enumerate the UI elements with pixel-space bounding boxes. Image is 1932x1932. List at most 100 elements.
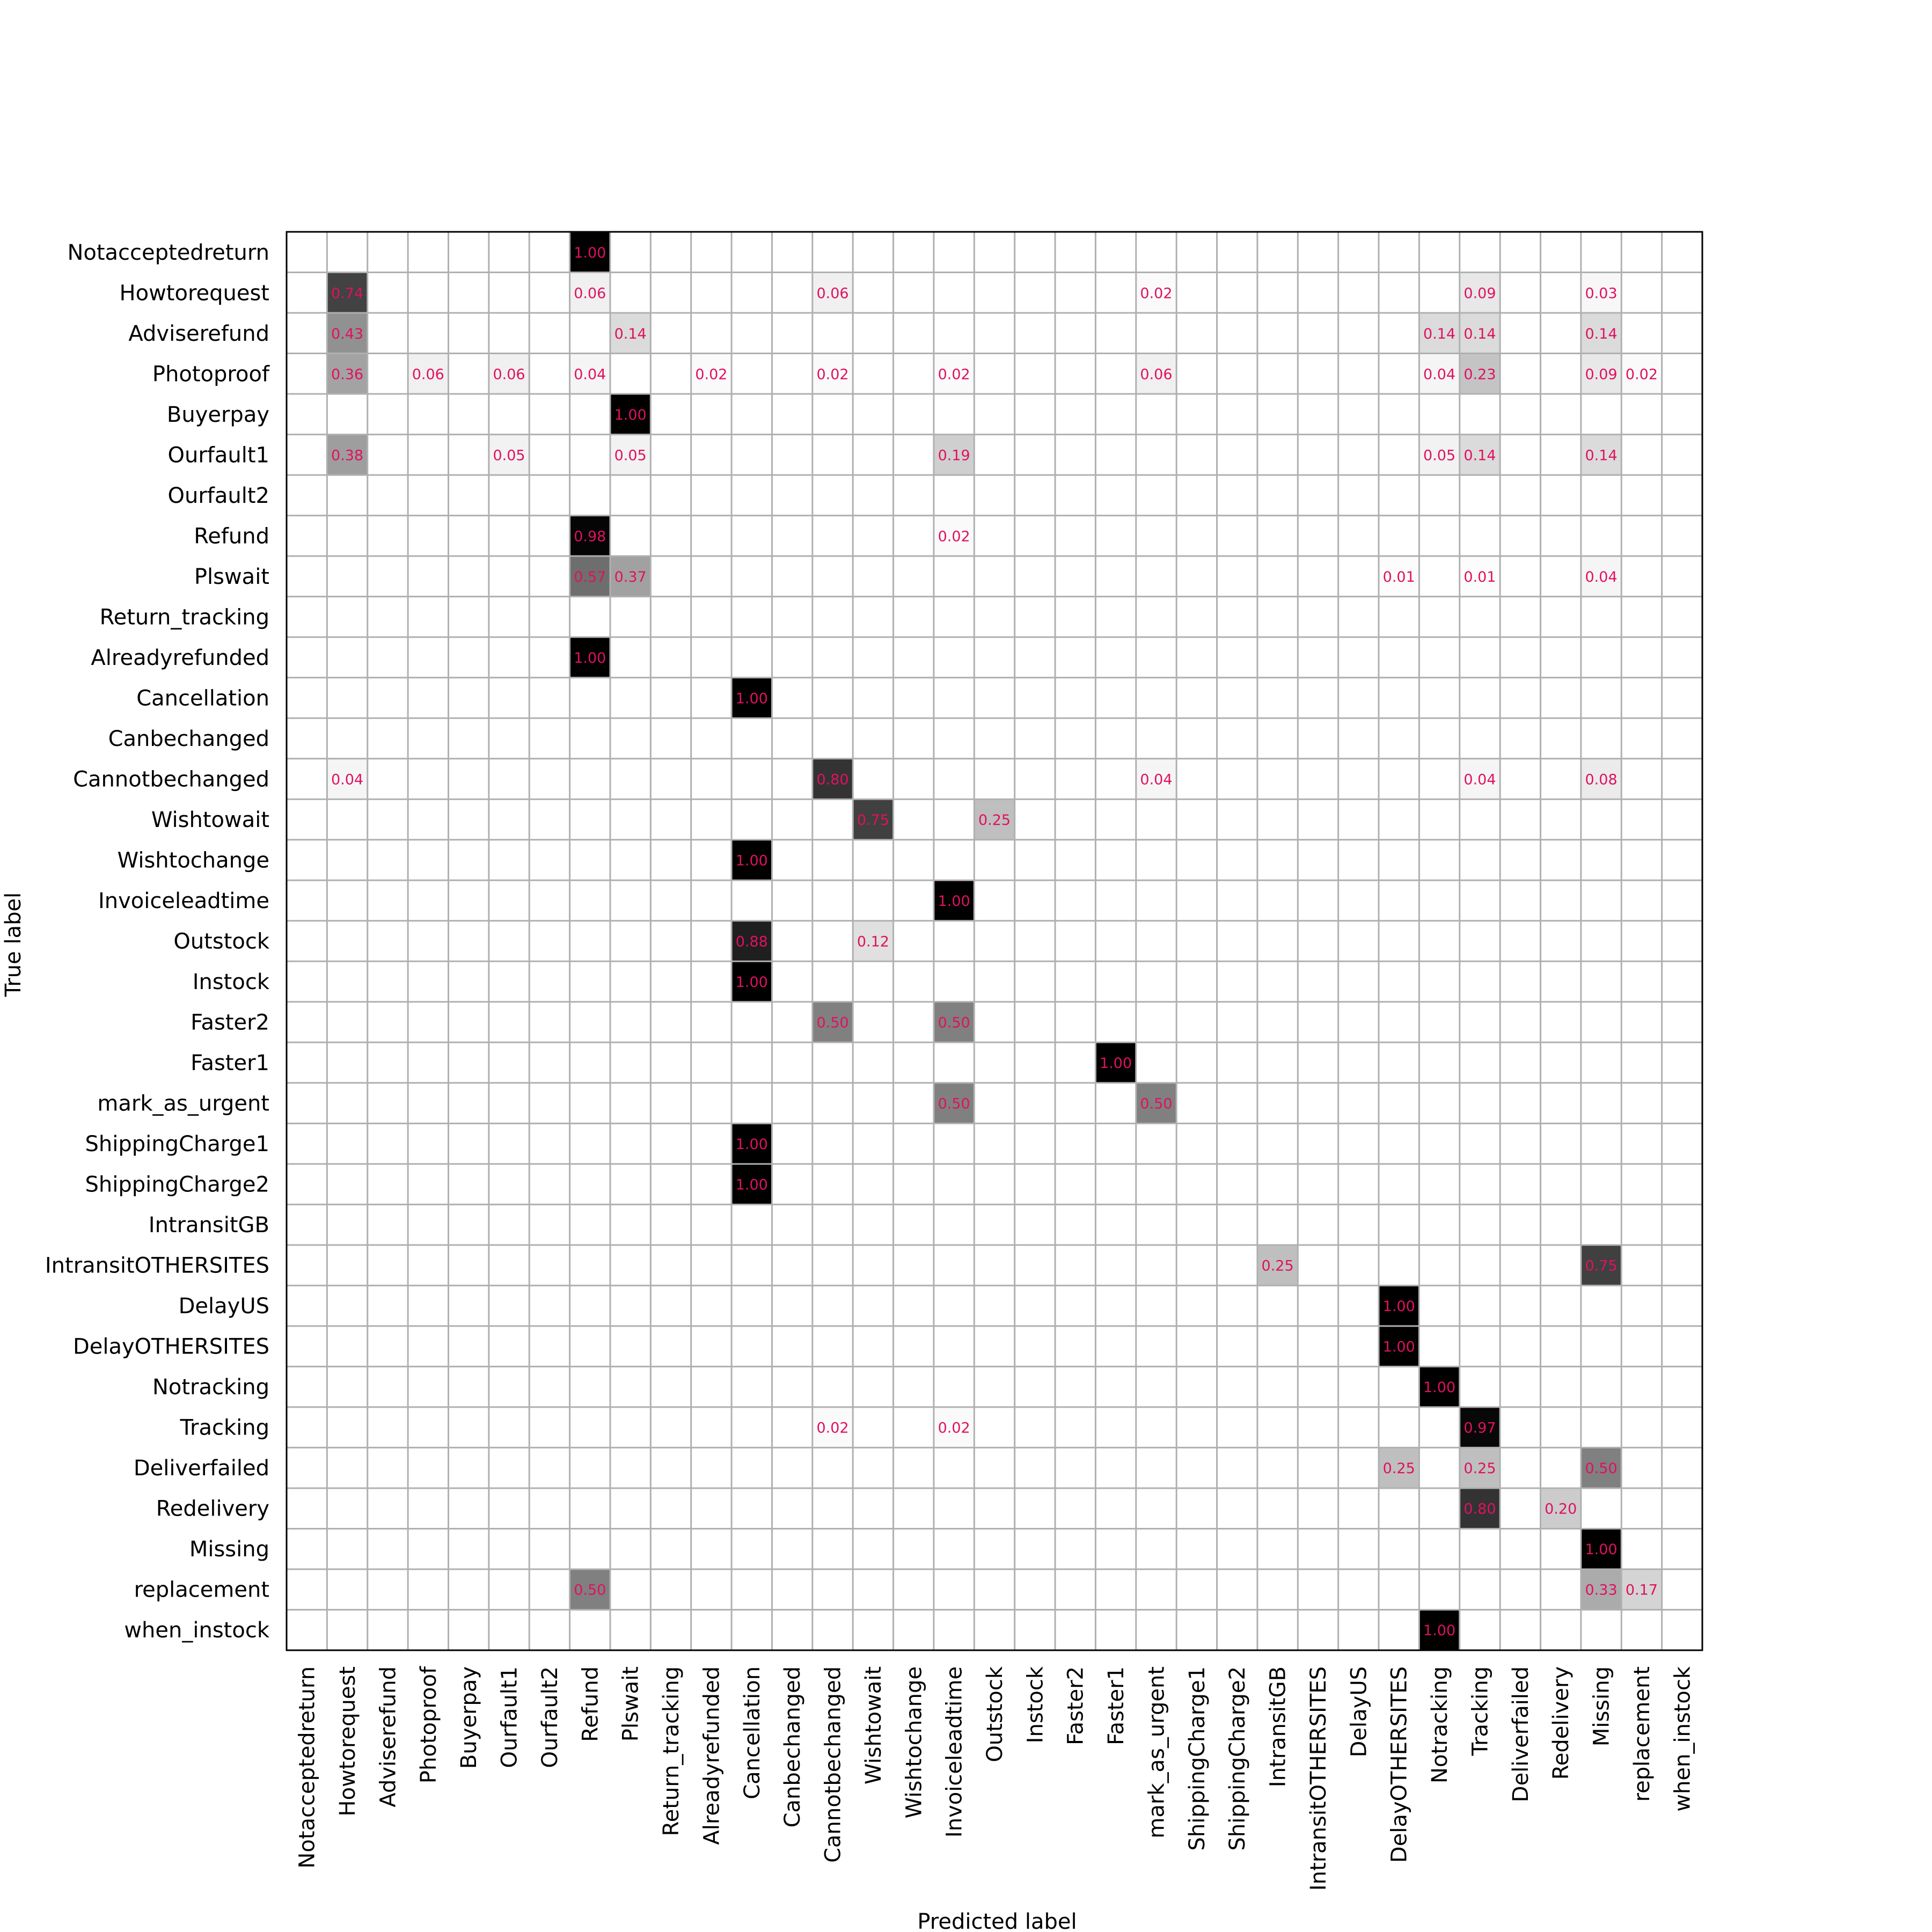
y-tick-label: Tracking <box>179 1416 269 1440</box>
heatmap-cell <box>569 637 610 678</box>
cell-value-label: 1.00 <box>736 852 768 869</box>
heatmap-cell <box>610 394 651 435</box>
cell-value-label: 1.00 <box>614 407 647 423</box>
heatmap-cell <box>1379 556 1419 597</box>
heatmap-cell <box>610 434 651 475</box>
heatmap-cell <box>1459 1488 1501 1529</box>
heatmap-cell <box>1580 1447 1622 1488</box>
heatmap-cell <box>1580 556 1622 597</box>
heatmap-cell <box>327 434 368 475</box>
y-tick-label: Redelivery <box>156 1497 269 1521</box>
cell-value-label: 0.97 <box>1463 1420 1496 1437</box>
y-tick-label: ShippingCharge2 <box>85 1173 269 1197</box>
y-tick-label: IntransitOTHERSITES <box>45 1254 269 1278</box>
heatmap-cell <box>1459 1407 1501 1448</box>
x-tick-labels: Notacceptedreturn Howtorequest Adviserefun… <box>295 1666 1695 1891</box>
heatmap-cell <box>853 799 894 840</box>
heatmap-cell <box>610 313 651 354</box>
heatmap-cell <box>488 353 530 394</box>
cell-value-label: 1.00 <box>1423 1379 1455 1396</box>
heatmap-cell <box>812 272 853 313</box>
y-tick-label: Faster1 <box>191 1051 269 1075</box>
x-tick-label: Adviserefund <box>376 1666 400 1807</box>
x-tick-label: IntransitGB <box>1266 1666 1291 1787</box>
x-tick-label: mark_as_urgent <box>1144 1666 1169 1839</box>
heatmap-cell <box>933 1082 975 1124</box>
x-tick-label: DelayUS <box>1346 1666 1371 1757</box>
cell-value-label: 0.25 <box>1383 1460 1415 1477</box>
x-tick-label: Outstock <box>983 1666 1007 1762</box>
cell-value-label: 1.00 <box>1423 1622 1455 1639</box>
heatmap-cell <box>1459 1447 1501 1488</box>
heatmap-cell <box>933 1407 975 1448</box>
cell-value-label: 0.06 <box>1140 366 1172 383</box>
x-tick-label: Photoproof <box>416 1666 441 1783</box>
heatmap-cell <box>488 434 530 475</box>
cell-value-label: 0.06 <box>816 285 848 302</box>
cell-value-label: 0.05 <box>614 447 647 464</box>
x-tick-label: Missing <box>1590 1666 1614 1746</box>
cell-value-label: 1.00 <box>736 1177 768 1194</box>
y-tick-label: Faster2 <box>191 1011 269 1035</box>
cell-value-label: 0.02 <box>1626 366 1658 383</box>
cell-value-labels: 1.00 0.74 0.06 0.06 0.02 0.09 0.03 0.43 0.14 0.14… <box>331 245 1658 1639</box>
y-tick-label: Missing <box>189 1537 269 1562</box>
heatmap-cell <box>569 353 610 394</box>
cell-value-label: 0.04 <box>1140 771 1172 788</box>
cell-value-label: 0.80 <box>1463 1501 1496 1518</box>
y-tick-label: Wishtowait <box>151 808 269 832</box>
cell-value-label: 0.05 <box>1423 447 1455 464</box>
cell-value-label: 0.50 <box>938 1096 970 1113</box>
cell-value-label: 0.14 <box>1423 326 1455 342</box>
plot-frame <box>286 231 1703 1651</box>
heatmap-cell <box>1580 434 1622 475</box>
cell-value-label: 0.25 <box>1262 1258 1294 1275</box>
y-tick-label: Return_tracking <box>100 605 269 630</box>
heatmap-cell <box>812 1407 853 1448</box>
x-tick-label: replacement <box>1630 1666 1655 1802</box>
cell-value-label: 0.14 <box>614 326 647 342</box>
y-tick-label: Refund <box>194 524 269 548</box>
y-tick-label: Howtorequest <box>120 281 269 305</box>
x-tick-label: Wishtowait <box>861 1666 886 1784</box>
cell-value-label: 0.14 <box>1585 447 1618 464</box>
heatmap-cell <box>1580 1569 1622 1610</box>
x-tick-label: Return_tracking <box>659 1666 684 1836</box>
heatmap-cell <box>569 1569 610 1610</box>
cell-value-label: 0.02 <box>938 366 970 383</box>
heatmap-cell <box>1621 353 1662 394</box>
x-tick-label: Howtorequest <box>335 1666 360 1816</box>
cell-value-label: 0.75 <box>857 812 889 829</box>
y-tick-labels: Notacceptedreturn Howtorequest Adviserefun… <box>45 240 270 1643</box>
heatmap-cell <box>1580 353 1622 394</box>
cell-value-label: 0.01 <box>1383 569 1415 586</box>
x-tick-label: DelayOTHERSITES <box>1387 1666 1412 1863</box>
cell-value-label: 0.04 <box>574 366 606 383</box>
y-tick-label: Invoiceleadtime <box>98 889 269 913</box>
cell-value-label: 1.00 <box>1585 1541 1618 1558</box>
x-tick-label: Notracking <box>1428 1666 1452 1783</box>
cell-value-label: 0.37 <box>614 569 647 586</box>
x-tick-label: when_instock <box>1670 1666 1695 1811</box>
cell-value-label: 0.50 <box>1585 1460 1618 1477</box>
x-tick-label: Notacceptedreturn <box>295 1666 320 1869</box>
heatmap-cell <box>610 556 651 597</box>
heatmap-cell <box>1419 434 1460 475</box>
cell-value-label: 0.01 <box>1463 569 1496 586</box>
heatmap-cell <box>1136 272 1177 313</box>
x-tick-label: Refund <box>578 1666 603 1742</box>
x-tick-label: Buyerpay <box>457 1666 481 1769</box>
heatmap-cell <box>1419 1366 1460 1407</box>
heatmap-cell <box>1580 1528 1622 1569</box>
cell-value-label: 0.33 <box>1585 1582 1618 1599</box>
heatmap-cell <box>812 1001 853 1043</box>
y-tick-label: Plswait <box>194 565 269 589</box>
heatmap-cell <box>569 556 610 597</box>
cell-value-label: 0.05 <box>493 447 525 464</box>
heatmap-cell <box>1379 1285 1419 1326</box>
y-tick-label: IntransitGB <box>149 1213 269 1238</box>
heatmap-cell <box>327 272 368 313</box>
y-tick-label: DelayUS <box>179 1294 269 1319</box>
heatmap-cell <box>1459 758 1501 800</box>
cell-value-label: 0.02 <box>1140 285 1172 302</box>
